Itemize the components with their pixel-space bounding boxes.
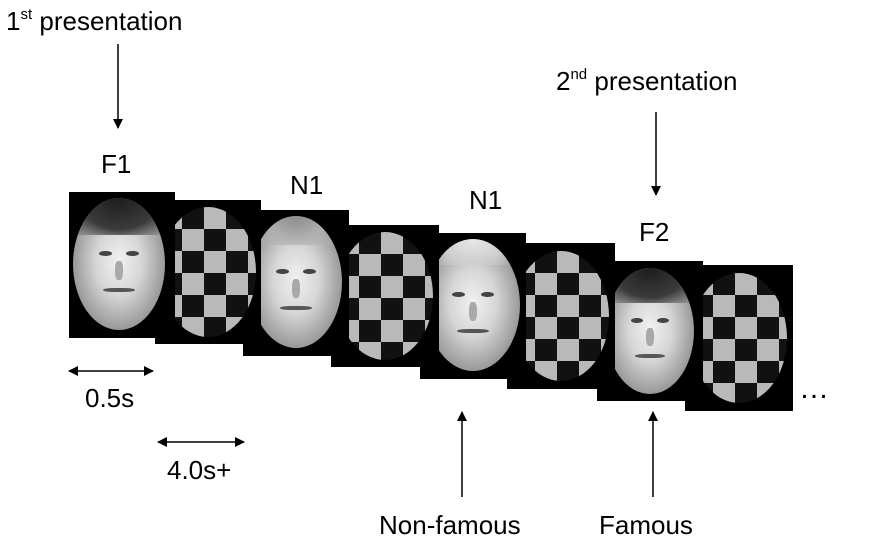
famous-face-image — [606, 268, 694, 394]
label-f2: F2 — [639, 217, 670, 247]
label-n1-first: N1 — [290, 170, 324, 200]
mask-frame-4 — [685, 265, 793, 411]
label-n1-second: N1 — [469, 185, 503, 215]
checkerboard-mask — [691, 273, 787, 403]
second-presentation-label: 2nd presentation — [556, 66, 738, 96]
face-frame-f1 — [69, 192, 175, 338]
famous-face-image — [73, 198, 165, 330]
first-presentation-label: 1st presentation — [6, 6, 183, 36]
non-famous-label: Non-famous — [379, 510, 521, 540]
non-famous-face-image — [426, 239, 520, 371]
stimulus-duration-label: 0.5s — [85, 383, 135, 413]
checkerboard-mask — [337, 232, 433, 360]
mask-frame-2 — [331, 225, 439, 367]
mask-frame-3 — [507, 243, 615, 389]
checkerboard-mask — [513, 251, 609, 381]
continuation-ellipsis: … — [799, 372, 831, 405]
label-f1: F1 — [101, 149, 132, 179]
non-famous-face-image — [250, 216, 342, 348]
checkerboard-mask — [160, 207, 256, 337]
famous-label: Famous — [599, 510, 693, 540]
interval-duration-label: 4.0s+ — [167, 455, 232, 485]
